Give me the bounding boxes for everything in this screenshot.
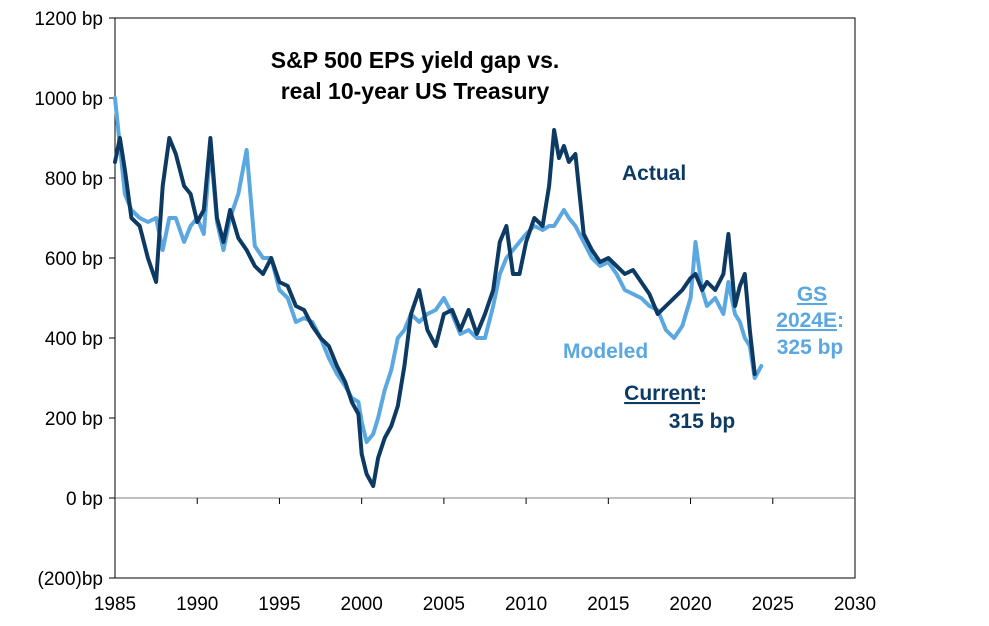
x-tick-label: 1995 [258,594,300,615]
y-tick-label: 800 bp [45,169,103,190]
current-label: Current [624,382,700,405]
y-axis: 1200 bp 1000 bp 800 bp 600 bp 400 bp 200 bp 0 … [34,9,115,590]
y-tick-label: 0 bp [66,489,103,510]
actual-series-label: Actual [622,162,686,185]
x-tick-label: 2025 [752,594,794,615]
chart-title-line-2: real 10-year US Treasury [281,78,550,104]
gs-estimate-value: 325 bp [777,336,844,359]
chart-title-line-1: S&P 500 EPS yield gap vs. [271,47,560,73]
gs-estimate-label: GS [797,283,827,306]
x-tick-label: 1990 [176,594,218,615]
modeled-series-label: Modeled [563,340,648,363]
y-tick-label: 600 bp [45,249,103,270]
plot-frame [114,17,856,579]
series-layer [113,96,764,488]
y-tick-label: 400 bp [45,329,103,350]
y-tick-label: (200)bp [38,569,104,590]
y-tick-label: 1000 bp [34,89,103,110]
chart-title: S&P 500 EPS yield gap vs. real 10-year U… [271,47,560,104]
x-axis: 1985 1990 1995 2000 2005 2010 2015 2020 2025 2030 [94,498,876,615]
x-tick-label: 2000 [341,594,383,615]
x-tick-label: 2030 [834,594,876,615]
current-label-colon: : [700,382,707,405]
x-tick-label: 2010 [505,594,547,615]
x-tick-label: 2015 [587,594,629,615]
gs-estimate-year: 2024E [776,309,837,332]
gs-estimate-colon: : [837,309,844,332]
x-tick-label: 2020 [669,594,711,615]
x-tick-label: 1985 [94,594,136,615]
annotations: Actual Modeled Current : 315 bp GS 2024E… [563,162,844,433]
y-tick-label: 200 bp [45,409,103,430]
current-value: 315 bp [669,410,736,433]
x-tick-label: 2005 [423,594,465,615]
y-tick-label: 1200 bp [34,9,103,30]
actual-series-line [113,128,757,488]
